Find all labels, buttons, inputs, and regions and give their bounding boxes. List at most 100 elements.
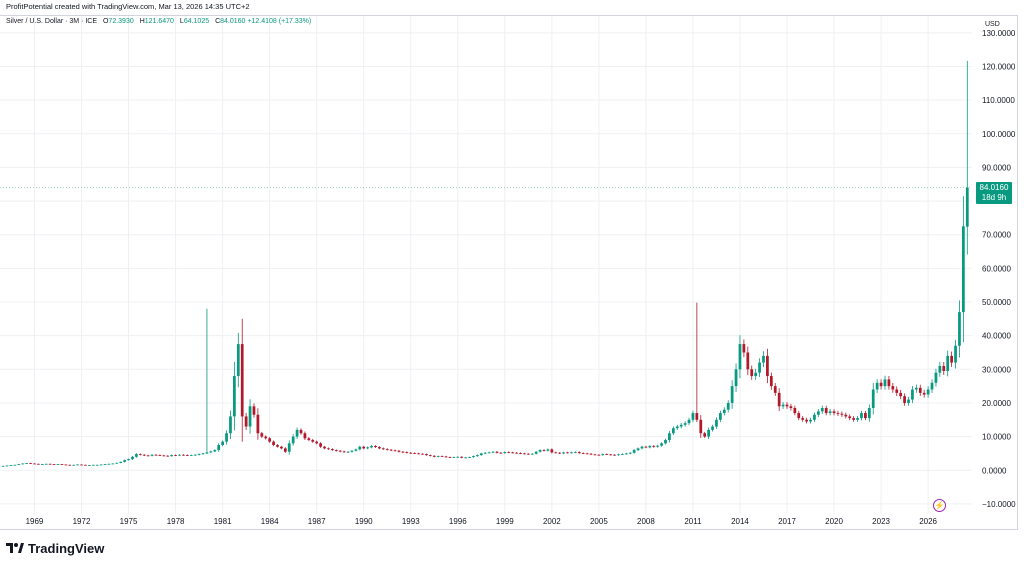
candle-body [452, 457, 456, 458]
candle-body [327, 448, 330, 450]
symbol-title[interactable]: Silver / U.S. Dollar · 3M · ICE [6, 18, 98, 25]
candle-body [5, 465, 9, 467]
candle-body [393, 450, 397, 452]
candle-body [295, 429, 299, 437]
x-tick-label: 2008 [637, 517, 655, 526]
candle-body [405, 452, 409, 453]
candle-body [413, 453, 417, 454]
candle-body [793, 408, 797, 414]
candle-body [95, 464, 99, 466]
candle-body [119, 461, 123, 463]
candle-body [244, 416, 248, 427]
candle-body [824, 408, 828, 414]
candle-body [632, 450, 636, 453]
candle-body [687, 419, 691, 424]
candle-body [91, 464, 95, 466]
candle-body [334, 450, 338, 451]
candle-body [103, 464, 107, 465]
candle-body [233, 376, 236, 417]
candle-body [730, 386, 734, 403]
high-label: H [139, 18, 145, 25]
candle-body [758, 362, 761, 373]
x-tick-label: 2020 [825, 517, 843, 526]
candle-body [903, 396, 906, 403]
candle-body [197, 454, 201, 455]
candle-body [820, 408, 824, 412]
candle-body [432, 455, 436, 457]
candle-body [558, 452, 562, 454]
candle-body [193, 454, 197, 456]
candle-body [573, 452, 577, 453]
candle-body [856, 418, 859, 420]
candle-body [671, 428, 675, 434]
candle-body [248, 406, 252, 427]
candle-body [68, 464, 72, 466]
candle-body [491, 451, 495, 453]
candle-body [460, 456, 464, 458]
y-tick-label: 110.0000 [982, 96, 1015, 105]
x-tick-label: 1990 [355, 517, 373, 526]
candle-body [605, 454, 609, 455]
candle-body [256, 414, 260, 434]
open-value: 72.3930 [108, 18, 134, 25]
candle-body [499, 452, 503, 454]
y-tick-label: 60.0000 [982, 264, 1011, 273]
candle-body [507, 452, 511, 453]
currency-label: USD [985, 21, 1000, 28]
candle-body [617, 454, 620, 456]
candle-body [660, 443, 663, 446]
candle-body [21, 463, 25, 465]
candle-body [809, 419, 812, 422]
candle-body [593, 454, 597, 456]
candle-body [519, 453, 522, 454]
candle-body [158, 455, 162, 456]
candle-body [162, 455, 166, 457]
candle-body [370, 446, 373, 448]
candle-body [421, 453, 424, 455]
chart-credit: ProfitPotential created with TradingView… [6, 2, 250, 11]
candle-body [883, 379, 887, 387]
candle-body [938, 365, 942, 373]
candle-body [268, 438, 272, 442]
candle-body [664, 439, 667, 444]
candle-body [221, 441, 224, 446]
candle-body [914, 387, 918, 390]
ohlc-legend: Silver / U.S. Dollar · 3M · ICE O72.3930… [6, 18, 311, 25]
candle-body [338, 450, 342, 452]
candle-body [52, 464, 56, 465]
candle-body [832, 411, 836, 414]
candle-body [25, 463, 29, 464]
candle-body [636, 448, 640, 451]
candle-body [550, 449, 554, 453]
x-tick-label: 2017 [778, 517, 796, 526]
candle-body [217, 445, 221, 451]
candle-body [166, 455, 170, 457]
x-tick-label: 1972 [73, 517, 91, 526]
candle-body [648, 446, 652, 448]
y-tick-label: 50.0000 [982, 298, 1011, 307]
candle-body [468, 457, 471, 458]
candle-body [942, 365, 946, 371]
candle-body [613, 454, 616, 456]
candle-body [566, 452, 569, 454]
candle-body [354, 449, 358, 451]
candle-body [652, 446, 656, 447]
candle-body [350, 450, 354, 452]
candle-body [44, 463, 48, 465]
candle-body [691, 413, 695, 420]
candle-body [291, 436, 295, 444]
candle-body [621, 454, 624, 455]
candle-body [954, 345, 957, 363]
candle-body [534, 451, 538, 454]
candle-body [781, 404, 785, 407]
candle-body [315, 441, 319, 444]
candle-body [813, 414, 816, 420]
candle-body [628, 452, 632, 454]
x-tick-label: 1999 [496, 517, 514, 526]
tradingview-logo[interactable]: TradingView [6, 539, 104, 557]
candle-body [319, 443, 322, 447]
candle-body [624, 453, 628, 455]
flash-icon[interactable]: ⚡ [933, 499, 946, 512]
candle-body [127, 459, 130, 461]
